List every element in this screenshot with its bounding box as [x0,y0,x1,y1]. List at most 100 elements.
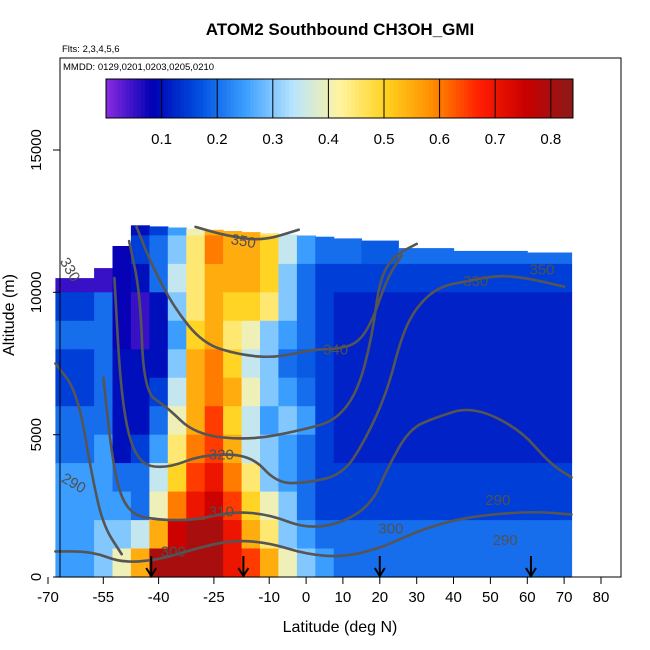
colorbar-segment [506,79,512,118]
heatmap-cell [72,320,95,350]
colorbar-segment [249,79,255,118]
contour-label: 330 [463,273,488,290]
heatmap-cell [278,548,298,578]
heatmap-cell [94,292,114,322]
colorbar-segment [444,79,449,118]
x-tick-label: 40 [445,589,462,606]
contour-label: 310 [209,504,234,521]
colorbar-segment [304,79,309,118]
colorbar-segment [518,79,523,118]
colorbar-segment [331,79,337,118]
heatmap-cell [527,263,573,293]
colorbar-segment [355,79,360,118]
colorbar-segment [370,79,375,118]
heatmap-cell [55,292,73,322]
colorbar-segment [347,79,352,118]
heatmap-cell [204,349,224,379]
y-tick-label: 0 [28,573,45,581]
colorbar-segment [343,79,348,118]
colorbar-segment [553,79,558,118]
colorbar-tick-label: 0.1 [151,131,172,148]
heatmap-cell [296,434,316,464]
heatmap-cell [260,263,279,293]
colorbar-segment [452,79,457,118]
colorbar-segment [113,79,119,118]
colorbar-segment [456,79,461,118]
colorbar-segment [234,79,239,118]
heatmap-cell [453,349,528,379]
heatmap-cell [94,349,114,379]
heatmap-cell [223,263,243,293]
plot-frame [59,57,622,578]
heatmap-cell [296,491,316,521]
heatmap-cell [55,406,73,436]
heatmap-cell [398,434,455,464]
heatmap-cell [260,292,279,322]
heatmap-cell [527,520,573,550]
heatmap-cell [241,463,261,493]
heatmap-cell [361,406,399,436]
heatmap-cell [260,235,279,265]
colorbar-segment [487,79,492,118]
colorbar-segment [510,79,516,118]
dates-note: MMDD: 0129,0201,0203,0205,0210 [63,62,214,73]
heatmap-cell [527,377,573,407]
heatmap-cell [333,434,362,464]
colorbar-segment [323,79,329,118]
heatmap-cell [112,434,132,464]
heatmap-cell [167,235,187,265]
colorbar-segment [199,79,204,118]
colorbar-segment [156,79,161,118]
contour-label: 350 [529,262,554,279]
colorbar-segment [242,79,247,118]
colorbar-segment [565,79,570,118]
heatmap-field [55,225,573,578]
colorbar-segment [471,79,477,118]
colorbar-segment [417,79,422,118]
colorbar-tick-label: 0.2 [207,131,228,148]
colorbar-segment [168,79,173,118]
heatmap-cell [296,263,316,293]
colorbar-segment [129,79,134,118]
heatmap-cell [241,491,261,521]
heatmap-cell [130,235,150,265]
heatmap-cell [167,349,187,379]
heatmap-cell [204,235,224,265]
colorbar-segment [467,79,473,118]
heatmap-cell [94,268,114,293]
x-tick-label: -55 [92,589,114,606]
colorbar-tick-label: 0.8 [540,131,561,148]
heatmap-cell [72,278,95,293]
heatmap-cell [278,234,298,236]
colorbar-segment [269,79,274,118]
heatmap-cell [296,235,316,265]
colorbar-segment [436,79,442,118]
heatmap-cell [241,406,261,436]
heatmap-cell [453,263,528,293]
colorbar-segment [257,79,263,118]
colorbar-segment [374,79,379,118]
heatmap-cell [55,520,73,550]
heatmap-cell [296,548,316,578]
heatmap-cell [333,349,362,379]
flight-marker-arrowhead [237,567,250,578]
heatmap-cell [112,548,132,578]
colorbar-segment [230,79,235,118]
heatmap-cell [186,520,206,550]
colorbar-segment [312,79,317,118]
heatmap-cell [204,292,224,322]
colorbar-segment [557,79,562,118]
colorbar-segment [160,79,165,118]
heatmap-cell [398,548,455,578]
contour-label: 300 [378,521,403,538]
heatmap-cell [186,491,206,521]
heatmap-cell [260,548,279,578]
colorbar-segment [222,79,228,118]
heatmap-cell [361,377,399,407]
colorbar-segment [335,79,340,118]
colorbar-segment [432,79,438,118]
x-tick-label: 70 [556,589,573,606]
colorbar-segment [499,79,504,118]
heatmap-cell [112,349,132,379]
heatmap-cell [333,491,362,521]
